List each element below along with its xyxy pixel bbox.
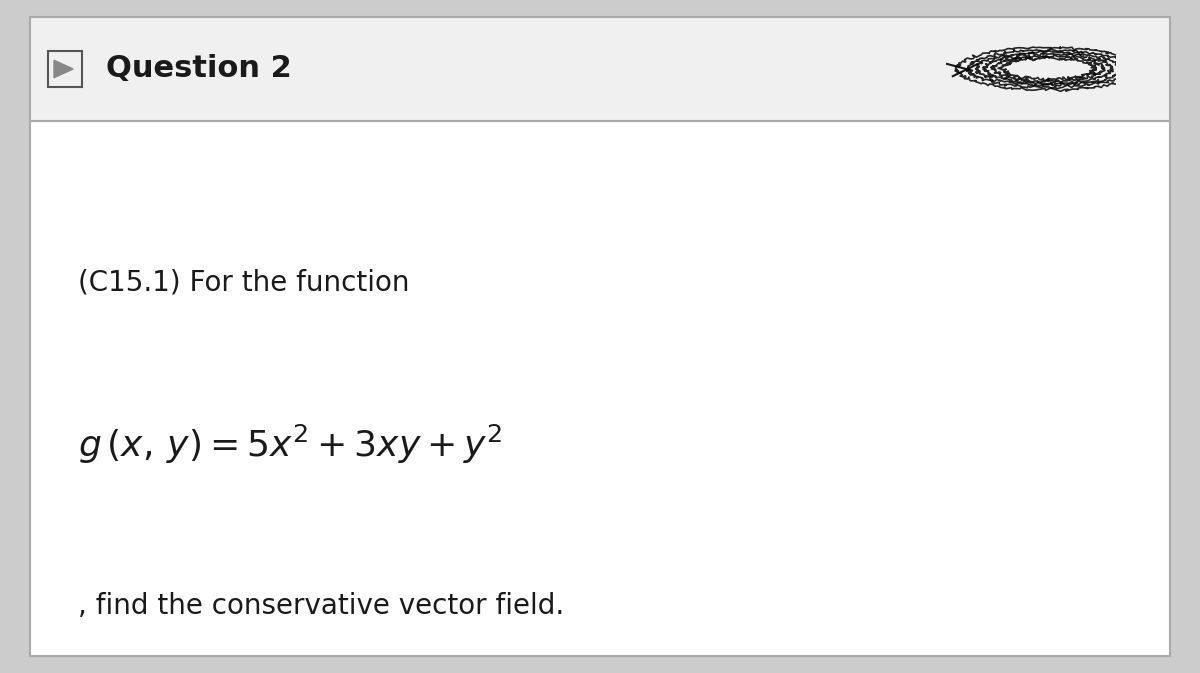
Text: (C15.1) For the function: (C15.1) For the function [78, 269, 409, 297]
Text: $g\,(x,\, y) = 5x^2 + 3xy + y^2$: $g\,(x,\, y) = 5x^2 + 3xy + y^2$ [78, 423, 503, 466]
Text: Question 2: Question 2 [106, 55, 292, 83]
Text: , find the conservative vector field.: , find the conservative vector field. [78, 592, 564, 620]
